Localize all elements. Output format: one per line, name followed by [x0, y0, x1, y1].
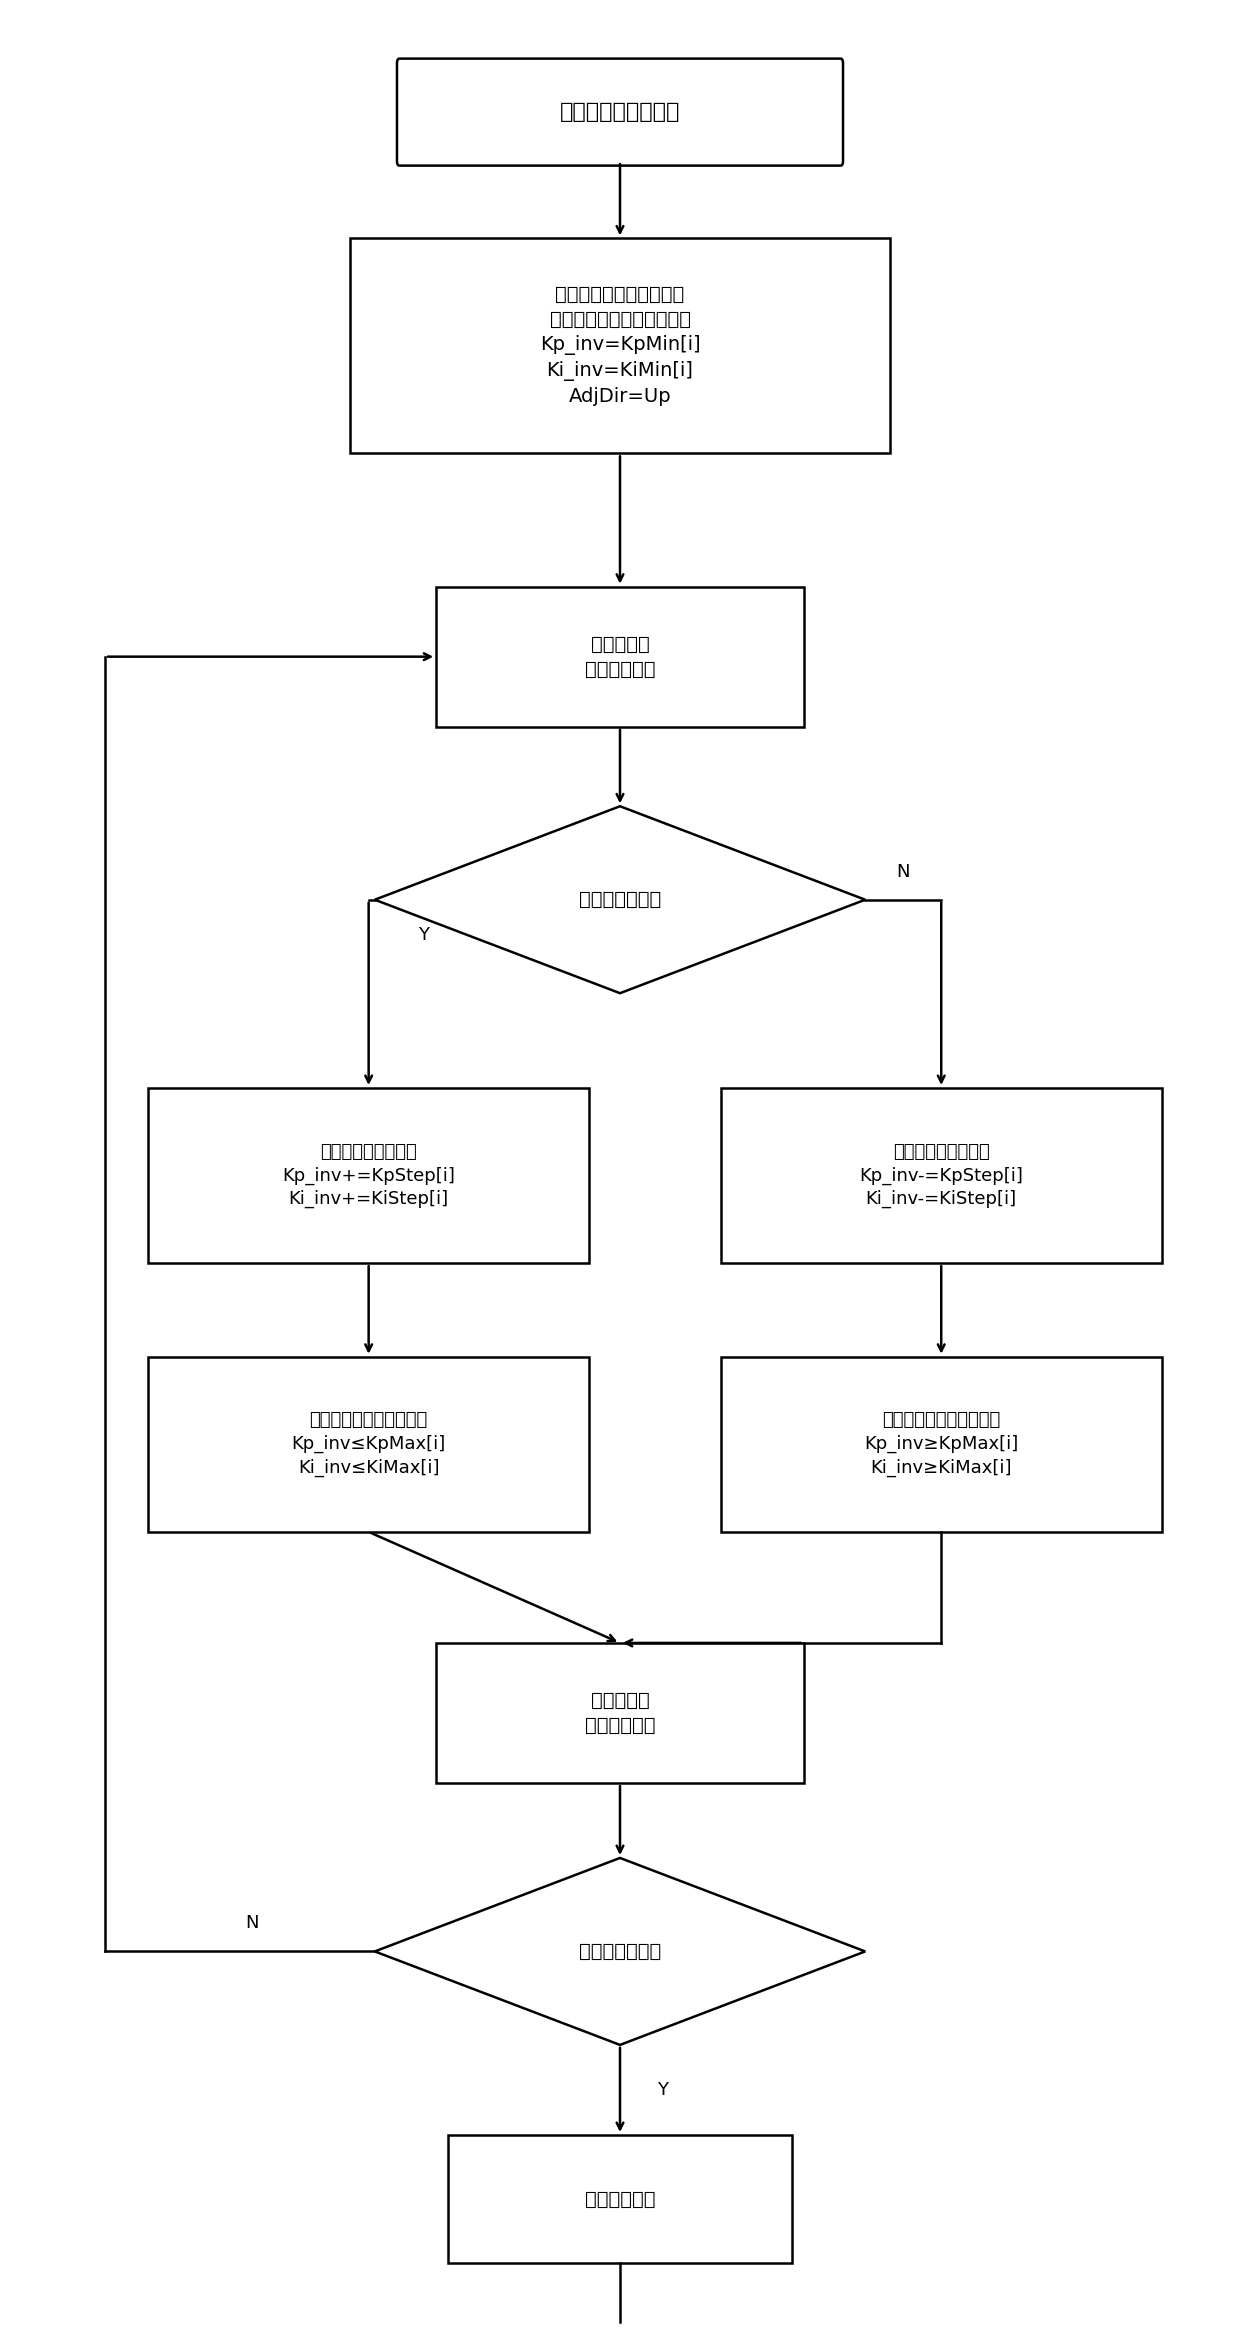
Text: 计算调节后
逆变电流谐波: 计算调节后 逆变电流谐波: [585, 1690, 655, 1735]
Text: 电流谐波变大？: 电流谐波变大？: [579, 1942, 661, 1961]
Text: Y: Y: [418, 926, 429, 943]
Bar: [148, 1089, 589, 1262]
Bar: [350, 237, 890, 454]
Text: N: N: [897, 863, 910, 882]
Bar: [449, 2135, 791, 2264]
Text: 调节输出控制环参数
Kp_inv-=KpStep[i]
Ki_inv-=KiStep[i]: 调节输出控制环参数 Kp_inv-=KpStep[i] Ki_inv-=KiSt…: [859, 1143, 1023, 1208]
Text: 输出控制环参数调节: 输出控制环参数调节: [559, 101, 681, 122]
Text: 调节方向为增？: 调节方向为增？: [579, 891, 661, 910]
Text: 计算调节前
逆变电流谐波: 计算调节前 逆变电流谐波: [585, 635, 655, 679]
Text: 调节输出控制环参数
Kp_inv+=KpStep[i]
Ki_inv+=KiStep[i]: 调节输出控制环参数 Kp_inv+=KpStep[i] Ki_inv+=KiSt…: [283, 1143, 455, 1208]
Text: Y: Y: [657, 2081, 668, 2099]
Bar: [720, 1357, 1162, 1533]
Text: 初始化输出控制环参数为
可调节参数，调节方向为增
Kp_inv=KpMin[i]
Ki_inv=KiMin[i]
AdjDir=Up: 初始化输出控制环参数为 可调节参数，调节方向为增 Kp_inv=KpMin[i]…: [539, 284, 701, 407]
Bar: [436, 1643, 804, 1782]
Text: 改变调节方向: 改变调节方向: [585, 2189, 655, 2208]
Bar: [148, 1357, 589, 1533]
Text: N: N: [246, 1914, 259, 1933]
Bar: [720, 1089, 1162, 1262]
FancyBboxPatch shape: [397, 59, 843, 165]
Text: 限制输出控制环参数下限
Kp_inv≥KpMax[i]
Ki_inv≥KiMax[i]: 限制输出控制环参数下限 Kp_inv≥KpMax[i] Ki_inv≥KiMax…: [864, 1411, 1018, 1476]
Text: 限制输出控制环参数上限
Kp_inv≤KpMax[i]
Ki_inv≤KiMax[i]: 限制输出控制环参数上限 Kp_inv≤KpMax[i] Ki_inv≤KiMax…: [291, 1411, 445, 1476]
Polygon shape: [374, 806, 866, 992]
Polygon shape: [374, 1857, 866, 2045]
Bar: [436, 585, 804, 726]
